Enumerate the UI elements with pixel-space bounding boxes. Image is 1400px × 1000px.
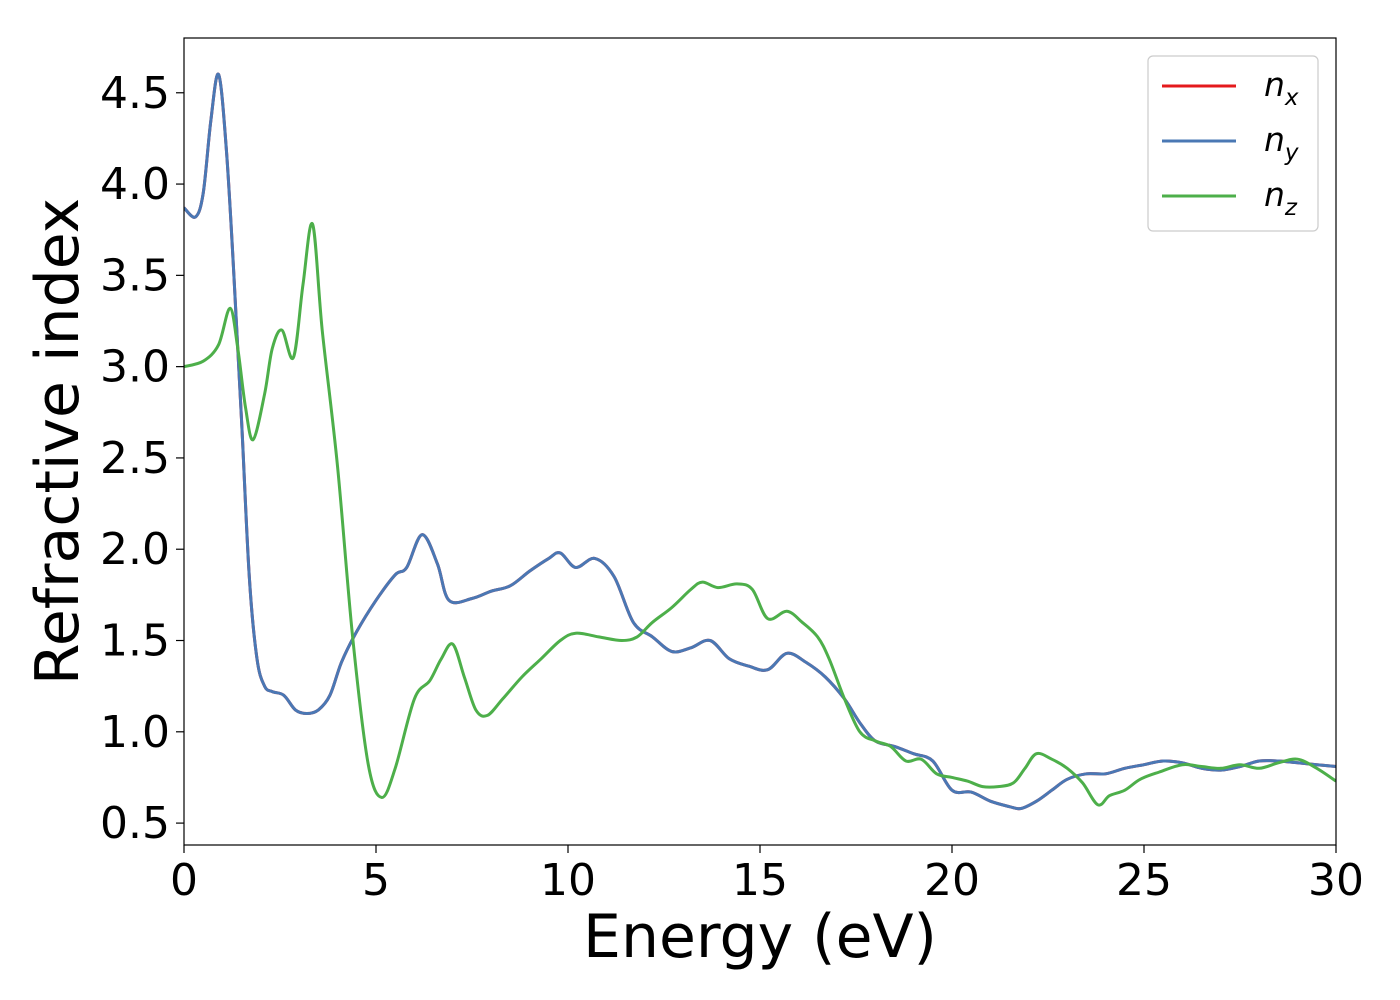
- y-tick-label: 3.0: [100, 342, 170, 393]
- legend-box: [1147, 55, 1319, 232]
- x-axis-label: Energy (eV): [583, 902, 937, 972]
- legend-label-nx: nx: [1264, 65, 1299, 111]
- x-tick-label: 10: [540, 855, 596, 906]
- x-tick-label: 25: [1116, 855, 1172, 906]
- x-tick-label: 5: [362, 855, 390, 906]
- y-tick-label: 1.5: [100, 616, 170, 667]
- legend-label-ny: ny: [1264, 120, 1299, 166]
- x-tick-label: 30: [1308, 855, 1364, 906]
- y-tick-label: 4.0: [100, 159, 170, 210]
- legend-label-nz: nz: [1264, 175, 1298, 221]
- y-tick-label: 2.0: [100, 524, 170, 575]
- y-tick-label: 4.5: [100, 68, 170, 119]
- y-tick-label: 2.5: [100, 433, 170, 484]
- series-line-ny: [184, 72, 1336, 811]
- x-axis: 0 5 10 15 20 25 30: [170, 845, 1364, 906]
- x-tick-label: 0: [170, 855, 198, 906]
- y-axis: 0.5 1.0 1.5 2.0 2.5 3.0 3.5 4.0 4.5: [100, 68, 184, 849]
- y-tick-label: 1.0: [100, 707, 170, 758]
- x-tick-label: 15: [732, 855, 788, 906]
- y-tick-label: 3.5: [100, 250, 170, 301]
- legend: nx ny nz: [1147, 55, 1319, 232]
- x-tick-label: 20: [924, 855, 980, 906]
- series-layer: [184, 72, 1336, 811]
- series-line-nz: [184, 222, 1336, 807]
- y-tick-label: 0.5: [100, 798, 170, 849]
- y-axis-label: Refractive index: [23, 198, 93, 685]
